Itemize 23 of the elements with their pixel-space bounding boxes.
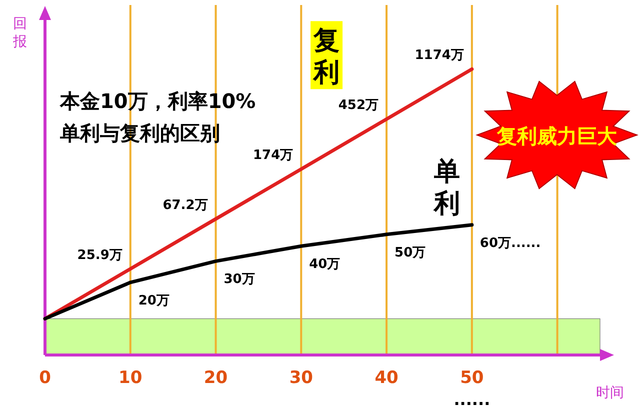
- text: ......: [454, 390, 490, 409]
- y-axis-title: 回报: [12, 16, 27, 50]
- data-label: 1174万: [414, 48, 464, 64]
- data-label: 50万: [394, 245, 426, 260]
- data-label: 452万: [338, 98, 379, 114]
- annotation: 复利威力巨大: [496, 124, 618, 148]
- x-tick-label: 10: [118, 368, 142, 388]
- data-label: 20万: [138, 293, 170, 308]
- data-label: 30万: [224, 272, 255, 288]
- series-name: 单利: [434, 156, 460, 219]
- x-tick-label: 20: [204, 368, 228, 388]
- x-axis-title: 时间: [596, 385, 624, 401]
- series-label: 复利: [312, 26, 340, 88]
- data-label: 60万......: [480, 236, 541, 251]
- x-tick-label: 0: [39, 368, 52, 388]
- data-label: 25.9万: [77, 248, 122, 263]
- data-label: 174万: [253, 148, 294, 164]
- series-name: 复利: [310, 21, 343, 90]
- x-tick-label: 50: [460, 368, 484, 388]
- x-tick-label: 30: [289, 368, 314, 388]
- data-label: 67.2万: [162, 198, 208, 213]
- x-tick-label: 40: [374, 368, 399, 388]
- data-label: 40万: [309, 257, 340, 272]
